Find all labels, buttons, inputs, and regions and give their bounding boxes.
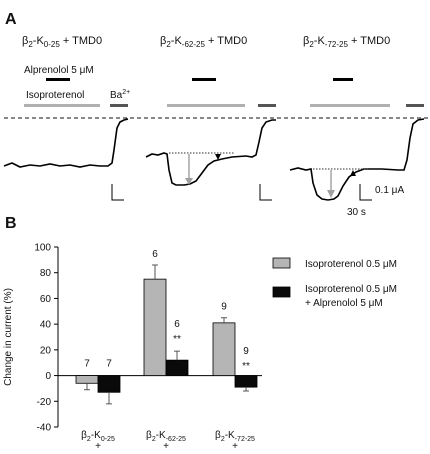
ba-bar-2 (258, 104, 276, 107)
ba-label: Ba2+ (110, 89, 130, 101)
scale-bar-2 (259, 184, 272, 201)
legend-label-isoproterenol: Isoproterenol 0.5 μM (305, 259, 397, 270)
trace-1 (3, 118, 129, 168)
legend: Isoproterenol 0.5 μM Isoproterenol 0.5 μ… (272, 257, 397, 309)
triangle-marker-2 (215, 154, 221, 160)
trace-2 (145, 119, 276, 186)
bar (97, 375, 121, 393)
legend-swatch-combined (272, 286, 291, 298)
x-tick-label: β2-K-62-25 (146, 430, 186, 443)
x-tick-label-plus: + (232, 441, 238, 452)
x-tick-label-plus: + (95, 441, 101, 452)
y-axis-label: Change in current (%) (3, 288, 14, 386)
n-label: 7 (106, 359, 112, 370)
isoproterenol-bar-2 (167, 104, 245, 107)
alprenolol-label: Alprenolol 5 μM (24, 65, 94, 76)
n-label: 9 (243, 346, 249, 357)
alprenolol-bar-1 (46, 78, 70, 81)
y-tick-label: -40 (37, 423, 52, 434)
legend-label-combined-line2: + Alprenolol 5 μM (305, 298, 383, 309)
ba-bar-1 (110, 104, 128, 107)
drug-bars (24, 78, 424, 107)
trace-titles: β2-K0-25 + TMD0 β2-K-62-25 + TMD0 β2-K-7… (22, 35, 390, 49)
n-label: 6 (152, 249, 158, 260)
n-label: 6 (174, 319, 180, 330)
alprenolol-bar-3 (333, 78, 353, 81)
scale-bar-3 (359, 184, 372, 201)
panel-a-letter: A (5, 11, 17, 28)
y-tick-label: 40 (40, 320, 52, 331)
y-tick-label: 0 (45, 371, 51, 382)
current-traces (3, 118, 425, 201)
significance-label: ** (242, 361, 250, 372)
scale-time-label: 30 s (347, 207, 366, 218)
y-tick-label: 80 (40, 268, 52, 279)
scale-bar-1 (111, 184, 124, 201)
bar (165, 359, 189, 376)
y-tick-label: -20 (37, 397, 52, 408)
scale-current-label: 0.1 μA (375, 185, 404, 196)
y-tick-label: 60 (40, 294, 52, 305)
legend-swatch-isoproterenol (272, 257, 291, 269)
bar (212, 322, 236, 376)
n-label: 7 (84, 359, 90, 370)
panel-b-letter: B (5, 215, 17, 232)
x-tick-label: β2-K-72-25 (215, 430, 255, 443)
trace-3 (289, 118, 425, 201)
alprenolol-bar-2 (192, 78, 216, 81)
trace-annotations (169, 152, 368, 198)
trace-title-2: β2-K-62-25 + TMD0 (160, 35, 247, 49)
x-tick-label-plus: + (163, 441, 169, 452)
trace-title-1: β2-K0-25 + TMD0 (22, 35, 102, 49)
significance-label: ** (173, 334, 181, 345)
isoproterenol-label: Isoproterenol (26, 90, 84, 101)
arrow-head-3 (327, 190, 335, 198)
isoproterenol-bar-1 (24, 104, 100, 107)
isoproterenol-bar-3 (310, 104, 390, 107)
x-tick-label: β2-K0-25 (81, 430, 115, 443)
scale-bars (111, 184, 372, 201)
ba-bar-3 (406, 104, 424, 107)
n-label: 9 (221, 302, 227, 313)
triangle-marker-3 (350, 170, 356, 176)
bar-chart: -40-2002040608010076976**9**β2-K0-25+β2-… (34, 243, 262, 452)
bar (75, 375, 99, 384)
y-tick-label: 100 (34, 243, 51, 254)
arrow-head-2 (185, 178, 193, 185)
legend-label-combined-line1: Isoproterenol 0.5 μM (305, 284, 397, 295)
trace-title-3: β2-K-72-25 + TMD0 (303, 35, 390, 49)
y-tick-label: 20 (40, 345, 52, 356)
bar (143, 278, 167, 376)
bar (234, 375, 258, 388)
